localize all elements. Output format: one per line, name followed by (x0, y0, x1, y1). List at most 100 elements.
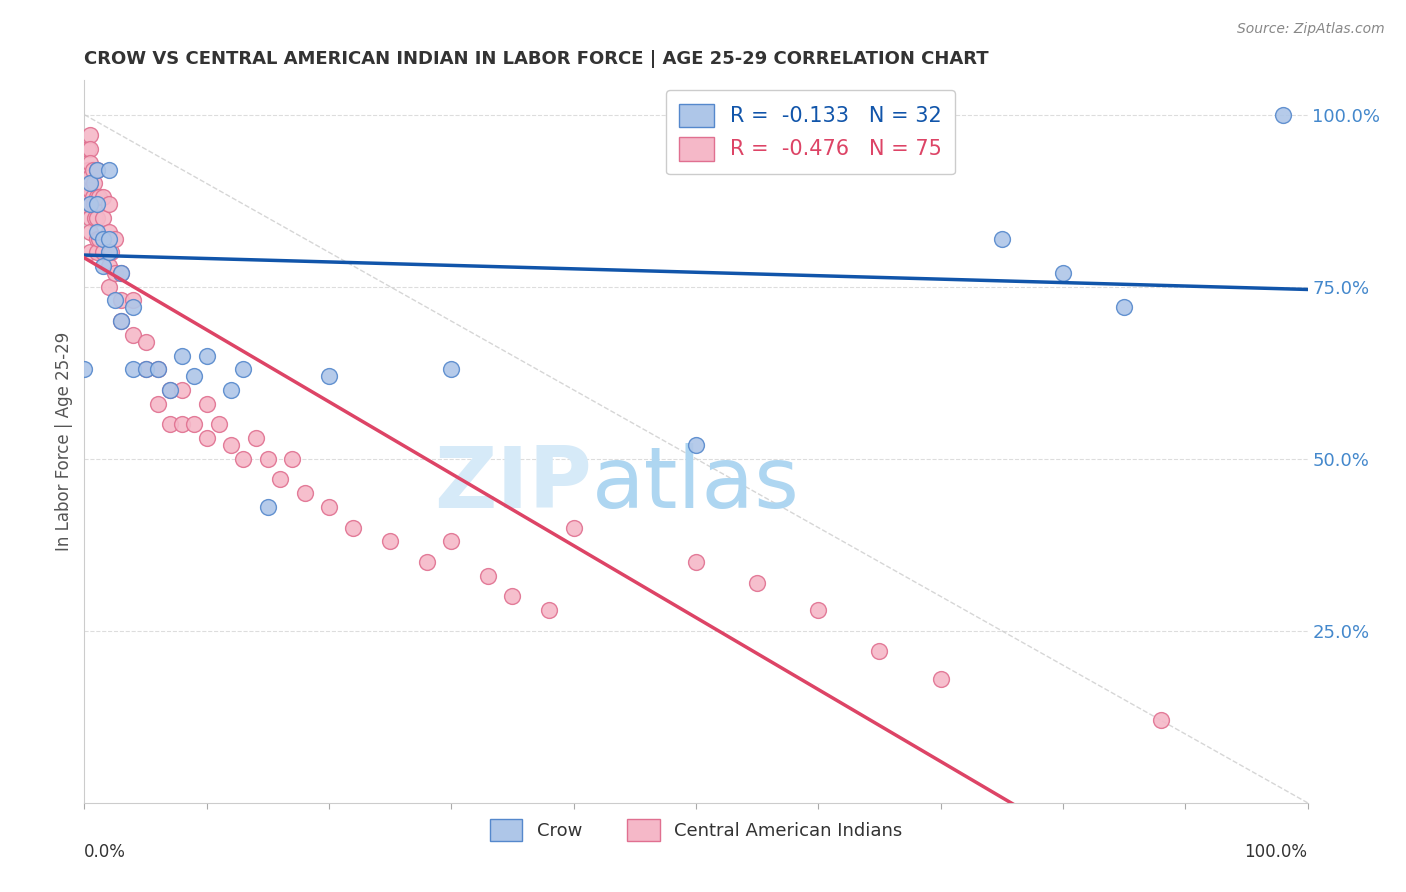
Point (84, 211, 107, 225)
Point (232, 451, 254, 466)
Point (135, 362, 157, 376)
Point (195, 397, 218, 411)
Point (219, 438, 242, 452)
Point (97, 231, 120, 245)
Point (86, 162, 108, 177)
Point (685, 555, 707, 569)
Y-axis label: In Labor Force | Age 25-29: In Labor Force | Age 25-29 (55, 332, 73, 551)
Point (747, 575, 769, 590)
Point (79, 169, 101, 184)
Point (146, 397, 169, 411)
Point (83, 177, 105, 191)
Point (91, 231, 114, 245)
Point (86, 245, 108, 260)
Point (87, 231, 110, 245)
Point (77, 142, 100, 156)
Point (100, 245, 122, 260)
Point (86, 211, 108, 225)
Point (122, 362, 145, 376)
Point (991, 231, 1014, 245)
Point (440, 362, 463, 376)
Point (79, 211, 101, 225)
Point (91, 190, 114, 204)
Point (318, 369, 340, 384)
Point (1052, 266, 1074, 280)
Point (807, 603, 830, 617)
Point (77, 190, 100, 204)
Point (929, 672, 952, 686)
Text: 0.0%: 0.0% (84, 843, 127, 861)
Point (86, 162, 108, 177)
Point (183, 417, 205, 432)
Point (110, 266, 132, 280)
Point (232, 362, 254, 376)
Point (538, 603, 561, 617)
Point (82, 162, 104, 177)
Point (77, 162, 100, 177)
Point (294, 486, 316, 500)
Point (219, 383, 242, 397)
Point (195, 431, 218, 445)
Point (91, 259, 114, 273)
Point (685, 438, 707, 452)
Text: ZIP: ZIP (434, 443, 592, 526)
Point (79, 177, 101, 191)
Point (79, 245, 101, 260)
Point (79, 183, 101, 197)
Text: 100.0%: 100.0% (1244, 843, 1308, 861)
Point (502, 590, 524, 604)
Point (172, 417, 194, 432)
Point (104, 266, 127, 280)
Point (91, 211, 114, 225)
Point (869, 644, 891, 658)
Point (122, 301, 145, 315)
Point (79, 128, 101, 143)
Point (86, 225, 108, 239)
Point (172, 383, 194, 397)
Text: atlas: atlas (592, 443, 800, 526)
Point (83, 197, 105, 211)
Point (104, 231, 127, 245)
Point (87, 190, 110, 204)
Point (1150, 713, 1173, 727)
Text: Source: ZipAtlas.com: Source: ZipAtlas.com (1237, 22, 1385, 37)
Point (97, 245, 120, 260)
Point (122, 327, 145, 342)
Point (97, 259, 120, 273)
Point (86, 231, 108, 245)
Point (110, 293, 132, 308)
Point (440, 534, 463, 549)
Point (159, 383, 181, 397)
Point (86, 197, 108, 211)
Point (86, 190, 108, 204)
Point (79, 142, 101, 156)
Point (195, 349, 218, 363)
Point (104, 293, 127, 308)
Point (208, 417, 231, 432)
Point (135, 334, 157, 349)
Point (82, 190, 104, 204)
Point (477, 568, 499, 582)
Point (269, 472, 291, 486)
Point (110, 314, 132, 328)
Legend: Crow, Central American Indians: Crow, Central American Indians (482, 812, 910, 848)
Point (97, 162, 120, 177)
Point (1272, 108, 1295, 122)
Point (79, 197, 101, 211)
Point (73, 362, 96, 376)
Point (281, 451, 304, 466)
Point (97, 225, 120, 239)
Text: CROW VS CENTRAL AMERICAN INDIAN IN LABOR FORCE | AGE 25-29 CORRELATION CHART: CROW VS CENTRAL AMERICAN INDIAN IN LABOR… (84, 50, 988, 68)
Point (146, 362, 169, 376)
Point (257, 500, 280, 514)
Point (257, 451, 280, 466)
Point (380, 534, 402, 549)
Point (172, 349, 194, 363)
Point (342, 520, 364, 534)
Point (79, 156, 101, 170)
Point (79, 197, 101, 211)
Point (122, 293, 145, 308)
Point (1114, 301, 1136, 315)
Point (146, 362, 169, 376)
Point (97, 279, 120, 293)
